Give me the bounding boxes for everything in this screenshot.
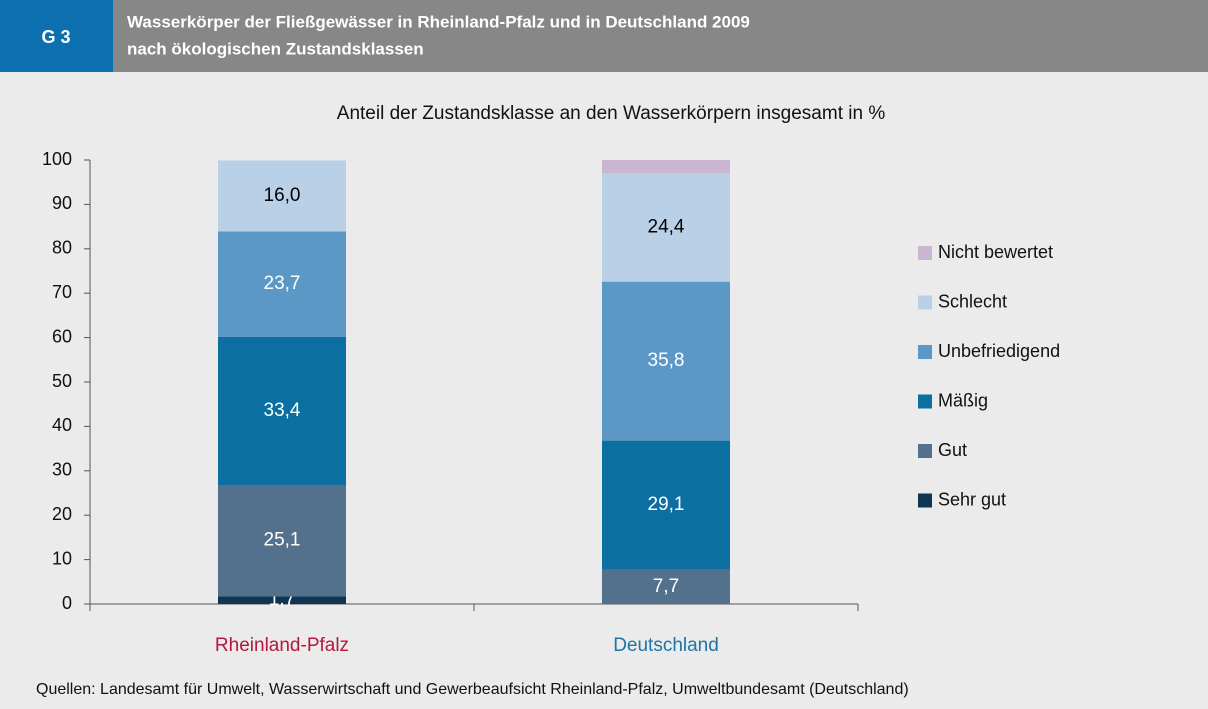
legend-label: Unbefriedigend [938,341,1060,361]
legend-swatch [918,444,932,458]
bar-segment [602,160,730,174]
y-tick-label: 100 [42,149,72,169]
x-tick-label: Rheinland-Pfalz [215,635,349,656]
legend-swatch [918,394,932,409]
source: Quellen: Landesamt für Umwelt, Wasserwir… [36,681,909,698]
bar-segment [602,440,730,570]
bar-segment [218,160,346,232]
y-tick-label: 70 [52,282,72,302]
value-label: 7,7 [653,576,679,597]
bar-segment [602,173,730,282]
legend-label: Mäßig [938,390,988,410]
subtitle: Anteil der Zustandsklasse an den Wasserk… [337,103,886,124]
legend-swatch [918,246,932,260]
y-tick-label: 30 [52,460,72,480]
y-tick-label: 20 [52,504,72,524]
chart-label: G 3 [41,27,70,47]
legend-label: Gut [938,440,967,460]
value-label: 33,4 [264,400,301,421]
y-tick-label: 10 [52,548,72,568]
bar-segment [218,485,346,597]
x-tick-label: Deutschland [613,635,719,656]
value-label: 16,0 [264,185,301,206]
legend-swatch [918,493,932,508]
y-tick-label: 90 [52,193,72,213]
legend-label: Sehr gut [938,489,1006,509]
value-label: 29,1 [648,494,685,515]
value-label: 23,7 [264,273,301,294]
title-bar [113,0,1208,72]
y-tick-label: 40 [52,415,72,435]
value-label: 24,4 [648,217,685,238]
legend-swatch [918,345,932,359]
chart-title: nach ökologischen Zustandsklassen [127,39,424,58]
value-label: 25,1 [264,530,301,551]
chart-title: Wasserkörper der Fließgewässer in Rheinl… [127,12,750,31]
bar-segment [602,281,730,441]
bar-segment [218,336,346,486]
bar-segment [218,596,346,604]
y-tick-label: 60 [52,326,72,346]
y-tick-label: 80 [52,238,72,258]
legend-label: Nicht bewertet [938,242,1053,262]
legend-swatch [918,295,932,310]
bar-segment [218,231,346,337]
bar-segment [602,569,730,604]
y-tick-label: 0 [62,593,72,613]
y-tick-label: 50 [52,371,72,391]
value-label: 35,8 [648,350,685,371]
legend-label: Schlecht [938,291,1007,311]
label-box [0,0,113,72]
